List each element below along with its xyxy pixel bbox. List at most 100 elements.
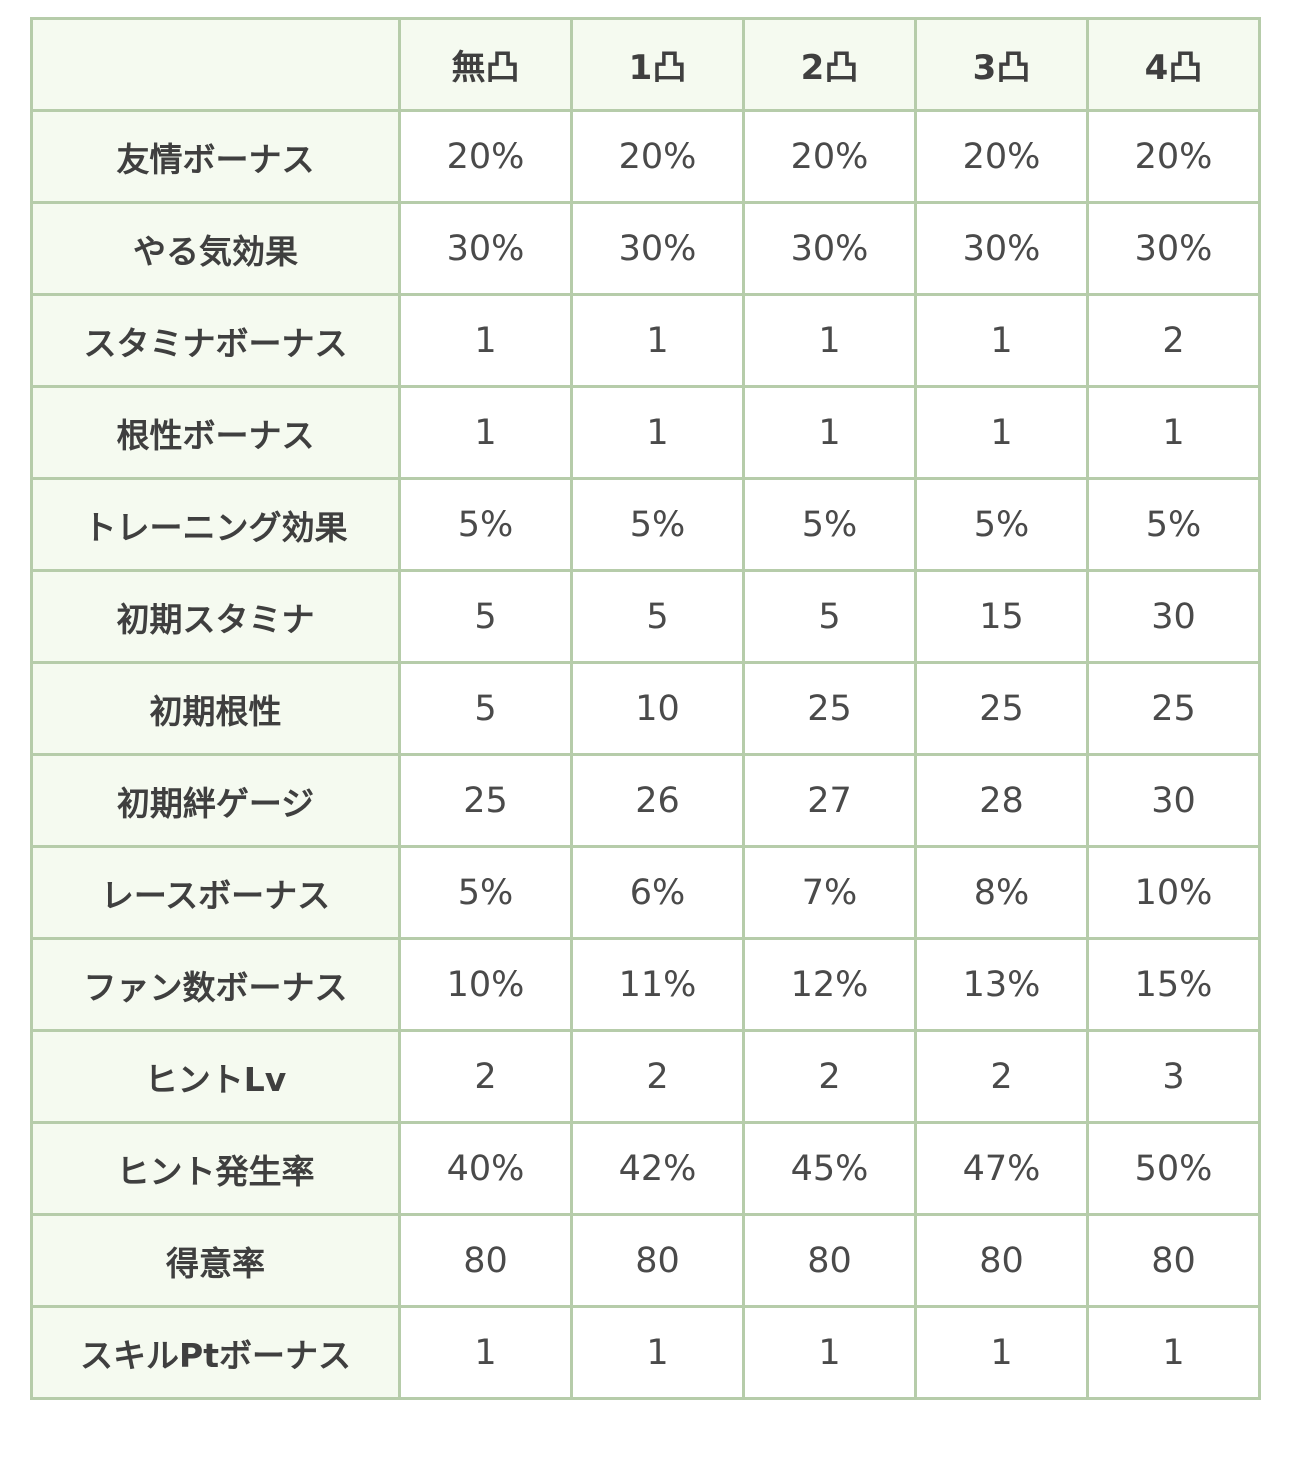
table-cell: 1 <box>570 1305 745 1400</box>
table-cell: 45% <box>742 1121 917 1216</box>
table-cell: 1 <box>742 1305 917 1400</box>
column-header: 1凸 <box>570 17 745 112</box>
column-header: 無凸 <box>398 17 573 112</box>
table-cell: 1 <box>914 293 1089 388</box>
table-cell: 5 <box>570 569 745 664</box>
table-cell: 1 <box>398 385 573 480</box>
table-cell: 20% <box>398 109 573 204</box>
table-cell: 1 <box>742 293 917 388</box>
table-cell: 10% <box>1086 845 1261 940</box>
table-cell: 1 <box>398 293 573 388</box>
table-cell: 2 <box>1086 293 1261 388</box>
table-cell: 5% <box>570 477 745 572</box>
table-row: 初期根性 5 10 25 25 25 <box>30 661 1261 756</box>
table-cell: 12% <box>742 937 917 1032</box>
table-cell: 27 <box>742 753 917 848</box>
row-label: トレーニング効果 <box>30 477 401 572</box>
table-cell: 5% <box>1086 477 1261 572</box>
table-cell: 20% <box>914 109 1089 204</box>
table-cell: 5 <box>398 569 573 664</box>
table-row: 友情ボーナス 20% 20% 20% 20% 20% <box>30 109 1261 204</box>
row-label: ファン数ボーナス <box>30 937 401 1032</box>
table-cell: 2 <box>570 1029 745 1124</box>
table-row: 根性ボーナス 1 1 1 1 1 <box>30 385 1261 480</box>
table-cell: 1 <box>742 385 917 480</box>
table-cell: 3 <box>1086 1029 1261 1124</box>
column-header: 3凸 <box>914 17 1089 112</box>
table-cell: 10% <box>398 937 573 1032</box>
row-label: スキルPtボーナス <box>30 1305 401 1400</box>
table-cell: 11% <box>570 937 745 1032</box>
table-cell: 1 <box>398 1305 573 1400</box>
table-cell: 10 <box>570 661 745 756</box>
table-cell: 30% <box>914 201 1089 296</box>
table-cell: 1 <box>1086 385 1261 480</box>
table-cell: 30% <box>398 201 573 296</box>
table-row: 初期スタミナ 5 5 5 15 30 <box>30 569 1261 664</box>
table-cell: 1 <box>1086 1305 1261 1400</box>
table-cell: 1 <box>570 385 745 480</box>
table-cell: 15 <box>914 569 1089 664</box>
table-cell: 20% <box>570 109 745 204</box>
row-label: 初期根性 <box>30 661 401 756</box>
table-cell: 1 <box>914 385 1089 480</box>
table-cell: 5 <box>398 661 573 756</box>
table-cell: 30 <box>1086 569 1261 664</box>
table-cell: 8% <box>914 845 1089 940</box>
table-row: 得意率 80 80 80 80 80 <box>30 1213 1261 1308</box>
row-label: スタミナボーナス <box>30 293 401 388</box>
table-cell: 2 <box>914 1029 1089 1124</box>
table-cell: 25 <box>914 661 1089 756</box>
table-row: レースボーナス 5% 6% 7% 8% 10% <box>30 845 1261 940</box>
row-label: 得意率 <box>30 1213 401 1308</box>
table-cell: 80 <box>914 1213 1089 1308</box>
table-cell: 80 <box>570 1213 745 1308</box>
header-corner <box>30 17 401 112</box>
table-cell: 25 <box>398 753 573 848</box>
table-cell: 5% <box>914 477 1089 572</box>
table-cell: 15% <box>1086 937 1261 1032</box>
row-label: 初期絆ゲージ <box>30 753 401 848</box>
table-cell: 6% <box>570 845 745 940</box>
table-cell: 7% <box>742 845 917 940</box>
table-cell: 40% <box>398 1121 573 1216</box>
table-row: 初期絆ゲージ 25 26 27 28 30 <box>30 753 1261 848</box>
table-row: ファン数ボーナス 10% 11% 12% 13% 15% <box>30 937 1261 1032</box>
table-row: ヒント発生率 40% 42% 45% 47% 50% <box>30 1121 1261 1216</box>
table-row: スキルPtボーナス 1 1 1 1 1 <box>30 1305 1261 1400</box>
table-cell: 50% <box>1086 1121 1261 1216</box>
table-cell: 2 <box>398 1029 573 1124</box>
table-cell: 13% <box>914 937 1089 1032</box>
table-cell: 30% <box>570 201 745 296</box>
table-cell: 28 <box>914 753 1089 848</box>
table-cell: 25 <box>742 661 917 756</box>
table-cell: 5% <box>742 477 917 572</box>
row-label: やる気効果 <box>30 201 401 296</box>
row-label: 友情ボーナス <box>30 109 401 204</box>
table-cell: 20% <box>742 109 917 204</box>
table-cell: 5% <box>398 477 573 572</box>
table-cell: 2 <box>742 1029 917 1124</box>
table-cell: 5 <box>742 569 917 664</box>
table-row: スタミナボーナス 1 1 1 1 2 <box>30 293 1261 388</box>
table-row: ヒントLv 2 2 2 2 3 <box>30 1029 1261 1124</box>
table-cell: 47% <box>914 1121 1089 1216</box>
table-cell: 30% <box>1086 201 1261 296</box>
column-header: 4凸 <box>1086 17 1261 112</box>
table-cell: 1 <box>914 1305 1089 1400</box>
table-cell: 42% <box>570 1121 745 1216</box>
table-row: やる気効果 30% 30% 30% 30% 30% <box>30 201 1261 296</box>
column-header: 2凸 <box>742 17 917 112</box>
table-row: トレーニング効果 5% 5% 5% 5% 5% <box>30 477 1261 572</box>
table-cell: 30 <box>1086 753 1261 848</box>
header-row: 無凸 1凸 2凸 3凸 4凸 <box>30 17 1261 112</box>
table-cell: 25 <box>1086 661 1261 756</box>
table-cell: 5% <box>398 845 573 940</box>
table-cell: 20% <box>1086 109 1261 204</box>
table-cell: 26 <box>570 753 745 848</box>
row-label: ヒント発生率 <box>30 1121 401 1216</box>
table-cell: 30% <box>742 201 917 296</box>
table-cell: 80 <box>398 1213 573 1308</box>
row-label: 初期スタミナ <box>30 569 401 664</box>
row-label: 根性ボーナス <box>30 385 401 480</box>
